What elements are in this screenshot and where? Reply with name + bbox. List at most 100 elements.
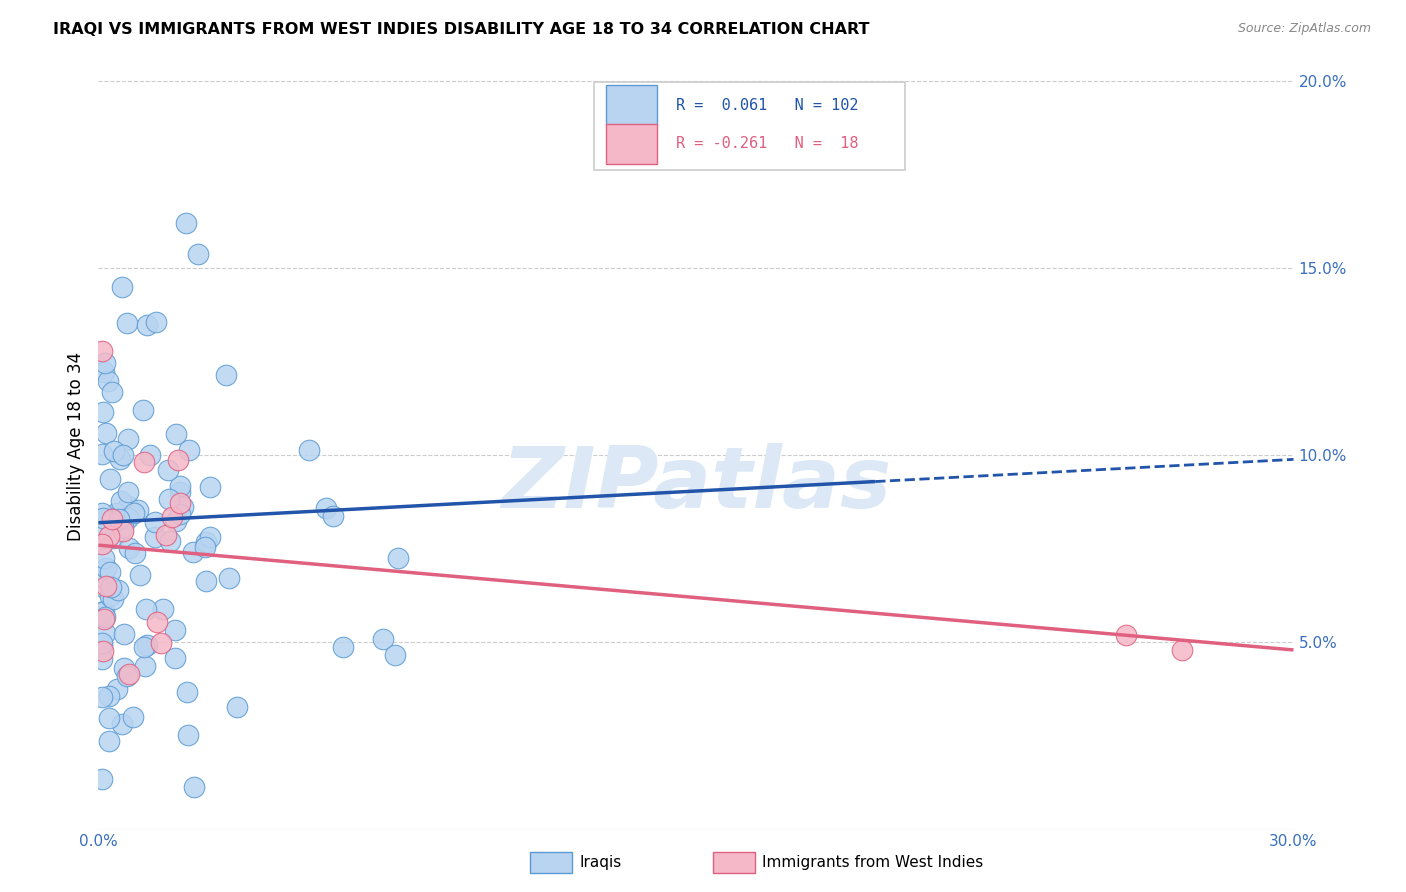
Text: IRAQI VS IMMIGRANTS FROM WEST INDIES DISABILITY AGE 18 TO 34 CORRELATION CHART: IRAQI VS IMMIGRANTS FROM WEST INDIES DIS… <box>53 22 870 37</box>
FancyBboxPatch shape <box>595 81 905 169</box>
Point <box>91 537 114 551</box>
Point <box>101 512 124 526</box>
Point <box>101 385 124 400</box>
Point <box>112 520 135 534</box>
Point <box>91 644 114 658</box>
Point <box>143 530 166 544</box>
Point <box>169 507 191 521</box>
Point <box>135 318 157 333</box>
Point <box>93 365 115 379</box>
Point <box>195 574 218 588</box>
Point <box>97 734 120 748</box>
Point <box>160 510 183 524</box>
Point <box>97 374 120 388</box>
Point <box>166 426 188 441</box>
Point <box>332 640 354 654</box>
Point <box>371 632 394 647</box>
Point <box>117 669 139 683</box>
Point <box>159 533 181 548</box>
Point <box>105 507 128 521</box>
Text: Iraqis: Iraqis <box>579 855 621 870</box>
Point <box>97 690 120 704</box>
Point <box>384 648 406 663</box>
Point <box>218 571 240 585</box>
Point <box>112 524 135 539</box>
Point <box>225 700 247 714</box>
Point <box>122 506 145 520</box>
Text: Source: ZipAtlas.com: Source: ZipAtlas.com <box>1237 22 1371 36</box>
Point <box>101 592 124 607</box>
Point <box>94 561 117 575</box>
Point <box>152 602 174 616</box>
Point <box>107 512 129 526</box>
Point <box>177 728 200 742</box>
Point <box>98 510 121 524</box>
Point <box>198 530 221 544</box>
Point <box>132 403 155 417</box>
Point <box>98 589 121 603</box>
Point <box>143 515 166 529</box>
Point <box>156 463 179 477</box>
Point <box>111 279 134 293</box>
Point <box>181 545 204 559</box>
Point <box>91 343 114 358</box>
Point <box>187 247 209 261</box>
Point <box>91 506 114 520</box>
Point <box>169 496 191 510</box>
Point <box>177 443 200 458</box>
Point <box>139 448 162 462</box>
Point <box>93 604 115 618</box>
Point <box>112 448 135 462</box>
Point <box>155 527 177 541</box>
Point <box>91 447 114 461</box>
Point <box>94 626 117 640</box>
Point <box>298 442 321 457</box>
Point <box>165 514 187 528</box>
FancyBboxPatch shape <box>606 86 657 126</box>
Point <box>91 405 114 419</box>
Point <box>194 534 217 549</box>
Point <box>1115 628 1137 642</box>
Text: ZIPatlas: ZIPatlas <box>501 442 891 526</box>
Point <box>134 640 156 655</box>
Point <box>183 780 205 794</box>
FancyBboxPatch shape <box>606 124 657 164</box>
Point <box>127 502 149 516</box>
Point <box>91 652 114 666</box>
Point <box>145 315 167 329</box>
Point <box>194 541 217 555</box>
Point <box>112 627 135 641</box>
Y-axis label: Disability Age 18 to 34: Disability Age 18 to 34 <box>66 351 84 541</box>
Point <box>93 612 115 626</box>
Point <box>111 717 134 731</box>
Text: R = -0.261   N =  18: R = -0.261 N = 18 <box>676 136 858 152</box>
Point <box>163 624 186 638</box>
Point <box>122 710 145 724</box>
Point <box>157 492 180 507</box>
Point <box>136 638 159 652</box>
Point <box>172 500 194 515</box>
Point <box>387 551 409 566</box>
Point <box>176 684 198 698</box>
Point <box>118 666 141 681</box>
Point <box>169 485 191 500</box>
Point <box>105 681 128 696</box>
Point <box>115 316 138 330</box>
Point <box>146 615 169 629</box>
Point <box>169 479 191 493</box>
Point <box>103 444 125 458</box>
Point <box>166 452 188 467</box>
Point <box>198 480 221 494</box>
Point <box>322 508 344 523</box>
Point <box>91 605 114 619</box>
Point <box>91 690 114 704</box>
Point <box>91 570 114 584</box>
Point <box>134 658 156 673</box>
Point <box>91 521 114 535</box>
Point <box>96 579 118 593</box>
Point <box>98 529 121 543</box>
Point <box>103 531 125 545</box>
Point <box>98 565 121 579</box>
Point <box>174 216 197 230</box>
Point <box>163 650 186 665</box>
